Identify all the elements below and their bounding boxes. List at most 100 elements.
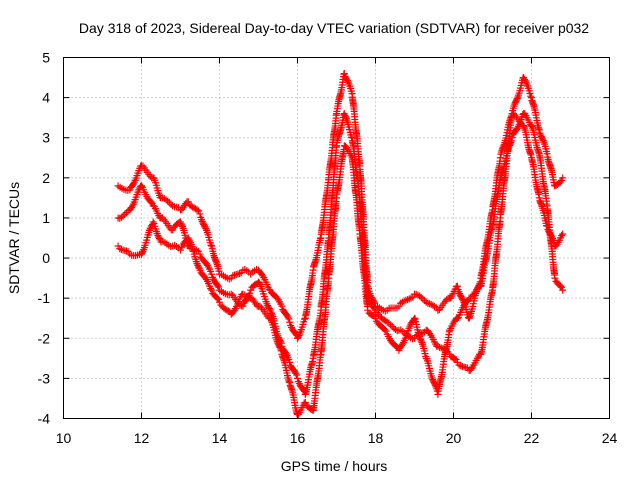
trace-marker <box>215 283 223 291</box>
trace-marker <box>195 263 203 271</box>
y-tick-label: -4 <box>38 411 51 427</box>
trace-marker <box>428 374 436 382</box>
trace-marker <box>276 343 284 351</box>
trace-marker <box>138 249 146 257</box>
series-track-3 <box>114 110 567 418</box>
trace-marker <box>556 282 564 290</box>
trace-marker <box>506 140 514 148</box>
y-axis-ticks: -4 -3 -2 -1 0 1 2 3 4 5 <box>38 50 610 427</box>
trace-marker <box>255 279 263 287</box>
trace-marker <box>417 293 425 301</box>
trace-marker <box>167 200 175 208</box>
trace-marker <box>277 347 285 355</box>
x-tick-label: 12 <box>134 430 150 446</box>
trace-marker <box>431 381 439 389</box>
trace-marker <box>229 272 237 280</box>
y-tick-label: -1 <box>38 290 51 306</box>
data-point <box>208 270 216 278</box>
data-point <box>551 274 559 282</box>
trace-marker <box>122 247 130 255</box>
trace-marker <box>198 217 206 225</box>
trace-marker <box>186 237 194 245</box>
trace-marker <box>455 361 463 369</box>
data-point <box>559 286 567 294</box>
trace-marker <box>527 92 535 100</box>
data-point <box>208 286 216 294</box>
trace-marker <box>342 113 350 121</box>
data-point <box>138 182 145 190</box>
trace-marker <box>507 137 515 145</box>
trace-marker <box>539 137 547 145</box>
trace-marker <box>513 95 521 103</box>
data-point <box>422 298 430 306</box>
trace-marker <box>399 340 407 348</box>
data-point <box>239 302 247 310</box>
x-axis-label: GPS time / hours <box>281 458 388 474</box>
data-point <box>535 126 543 134</box>
plot-frame <box>63 57 610 419</box>
data-point <box>340 70 348 78</box>
trace-marker <box>459 295 467 303</box>
trace-marker <box>404 296 412 304</box>
data-markers <box>114 70 567 418</box>
data-point <box>196 210 204 218</box>
data-point <box>149 218 157 226</box>
trace-marker <box>381 326 389 334</box>
data-point <box>508 134 516 142</box>
trace-marker <box>178 221 186 229</box>
trace-marker <box>155 235 163 243</box>
trace-marker <box>265 305 273 313</box>
trace-marker <box>431 380 439 388</box>
chart-title: Day 318 of 2023, Sidereal Day-to-day VTE… <box>79 20 589 36</box>
x-axis-ticks: 10 12 14 16 18 20 22 24 <box>56 57 618 446</box>
trace-marker <box>388 323 396 331</box>
trace-marker <box>119 212 127 220</box>
data-point <box>196 250 204 258</box>
trace-marker <box>451 355 459 363</box>
trace-marker <box>558 231 566 239</box>
y-tick-label: 1 <box>42 210 50 226</box>
trace-marker <box>511 100 519 108</box>
trace-marker <box>301 315 309 323</box>
trace-marker <box>539 135 547 143</box>
trace-marker <box>207 241 215 249</box>
trace-marker <box>193 246 201 254</box>
data-point <box>559 230 567 238</box>
trace-marker <box>293 371 301 379</box>
series-track-1 <box>114 70 567 342</box>
y-tick-label: 3 <box>42 130 50 146</box>
trace-marker <box>456 290 464 298</box>
trace-marker <box>214 295 222 303</box>
x-tick-label: 22 <box>524 430 540 446</box>
trace-marker <box>418 339 426 347</box>
trace-marker <box>498 168 506 176</box>
trace-marker <box>507 139 515 147</box>
trace-marker <box>162 196 170 204</box>
y-axis-label: SDTVAR / TECUs <box>6 182 22 294</box>
data-point <box>216 298 223 306</box>
trace-marker <box>431 302 439 310</box>
trace-marker <box>164 197 172 205</box>
data-point <box>278 302 286 310</box>
data-point <box>372 314 379 322</box>
trace-marker <box>536 129 544 137</box>
x-tick-label: 20 <box>446 430 462 446</box>
data-point <box>411 314 418 322</box>
trace-marker <box>201 223 209 231</box>
data-point <box>559 174 567 182</box>
x-tick-label: 10 <box>56 430 72 446</box>
trace-marker <box>498 170 506 178</box>
trace-marker <box>154 231 162 239</box>
y-tick-label: -2 <box>38 330 51 346</box>
trace-marker <box>294 333 302 341</box>
data-point <box>434 342 442 350</box>
x-tick-label: 14 <box>212 430 228 446</box>
data-point <box>453 282 461 290</box>
trace-marker <box>193 206 201 214</box>
trace-marker <box>236 269 244 277</box>
x-tick-label: 24 <box>602 430 618 446</box>
trace-marker <box>466 313 474 321</box>
trace-marker <box>417 337 425 345</box>
trace-marker <box>273 294 281 302</box>
